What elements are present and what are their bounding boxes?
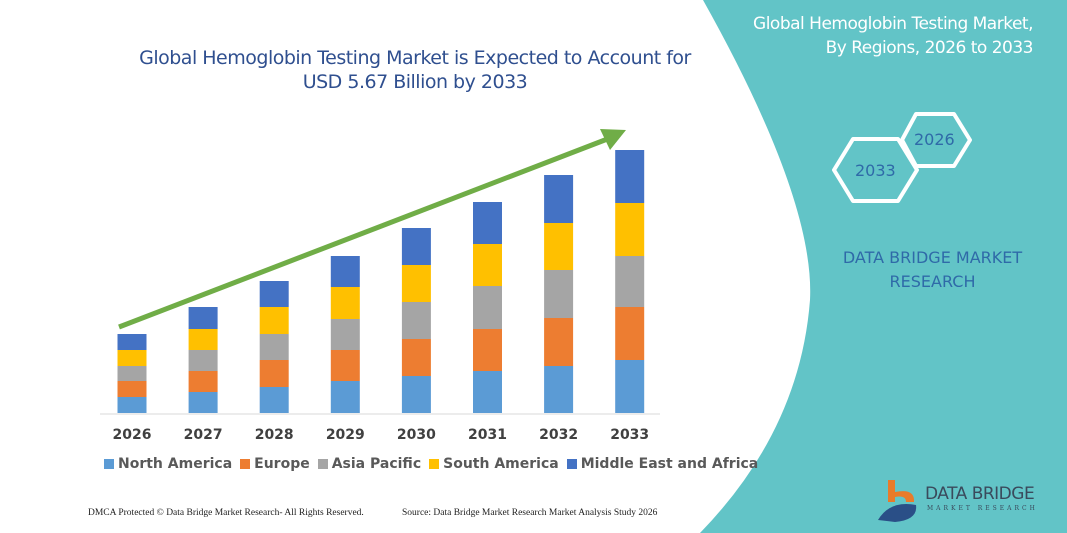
bar-2033-europe: [615, 307, 645, 360]
trend-arrow-head: [600, 129, 626, 150]
panel-title-line2: By Regions, 2026 to 2033: [825, 38, 1034, 58]
legend-swatch: [566, 459, 577, 469]
bar-2031-europe: [473, 329, 502, 371]
brand-text: DATA BRIDGE MARKET RESEARCH: [820, 246, 1045, 294]
bar-2026-middle-east-and-africa: [117, 334, 147, 350]
bar-2032-middle-east-and-africa: [544, 175, 574, 223]
bar-2032-europe: [544, 318, 574, 366]
bar-2028-south-america: [259, 307, 289, 334]
bar-2032-asia-pacific: [544, 270, 574, 318]
bar-2029-asia-pacific: [330, 319, 360, 350]
legend-swatch: [240, 459, 251, 469]
legend-swatch: [429, 459, 440, 469]
chart-title: Global Hemoglobin Testing Market is Expe…: [139, 47, 691, 93]
x-tick-label: 2032: [539, 427, 578, 443]
bar-2028-asia-pacific: [259, 334, 289, 360]
brand-line2: RESEARCH: [889, 272, 976, 291]
panel-title: Global Hemoglobin Testing Market, By Reg…: [753, 12, 1033, 60]
logo-icon: [878, 480, 917, 522]
plot-area: 2026 2027 2028 2029 2030 2031 2032 2033: [113, 150, 649, 443]
legend-item-asia-pacific: Asia Pacific: [317, 456, 422, 472]
bar-2027-middle-east-and-africa: [188, 307, 218, 329]
bar-2031-asia-pacific: [473, 286, 502, 329]
legend-label: North America: [118, 456, 233, 472]
bar-2032-north-america: [544, 366, 574, 413]
bar-2027-europe: [188, 371, 218, 392]
bar-2029-middle-east-and-africa: [330, 256, 360, 287]
bar-2026-south-america: [117, 350, 147, 366]
hex-start-year: 2026: [914, 130, 955, 149]
legend-item-south-america: South America: [429, 456, 559, 472]
x-tick-label: 2027: [184, 427, 223, 443]
bar-2027-north-america: [188, 392, 218, 413]
bar-2026-europe: [117, 381, 147, 397]
x-tick-label: 2030: [397, 427, 436, 443]
x-tick-label: 2029: [326, 427, 365, 443]
bar-2033-south-america: [615, 203, 645, 256]
legend-item-middle-east-africa: Middle East and Africa: [566, 456, 759, 472]
bar-2029-north-america: [330, 381, 360, 413]
hexagon-2033: [832, 137, 919, 203]
bar-2033-north-america: [615, 360, 645, 413]
bar-2027-asia-pacific: [188, 350, 218, 371]
bar-2030-asia-pacific: [401, 302, 431, 339]
bar-2031-south-america: [473, 244, 502, 286]
bar-2031-north-america: [473, 371, 502, 413]
bar-2026-asia-pacific: [117, 366, 147, 381]
logo-name: DATA BRIDGE: [925, 484, 1035, 504]
legend-swatch: [317, 459, 328, 469]
legend: North America Europe Asia Pacific South …: [104, 456, 758, 472]
bar-2027-south-america: [188, 329, 218, 350]
bar-2032-south-america: [544, 223, 574, 270]
x-tick-label: 2028: [255, 427, 294, 443]
logo-tagline: MARKET RESEARCH: [927, 505, 1038, 512]
legend-label: Europe: [254, 456, 310, 472]
legend-item-north-america: North America: [104, 456, 232, 472]
bar-2028-north-america: [259, 387, 289, 413]
x-tick-label: 2031: [468, 427, 507, 443]
hexagon-2026: [900, 112, 972, 168]
bar-2029-south-america: [330, 287, 360, 319]
teal-panel: [700, 0, 1067, 533]
bar-2031-middle-east-and-africa: [473, 202, 502, 244]
bar-2033-middle-east-and-africa: [615, 150, 645, 203]
bar-2030-south-america: [401, 265, 431, 302]
footer-copyright: DMCA Protected © Data Bridge Market Rese…: [88, 508, 364, 518]
x-tick-label: 2026: [113, 427, 152, 443]
bar-2030-europe: [401, 339, 431, 376]
bar-2030-middle-east-and-africa: [401, 228, 431, 265]
legend-label: South America: [443, 456, 559, 472]
legend-swatch: [104, 459, 114, 469]
legend-label: Asia Pacific: [331, 456, 422, 472]
x-tick-label: 2033: [610, 427, 649, 443]
panel-title-line1: Global Hemoglobin Testing Market,: [753, 14, 1033, 34]
bar-2028-europe: [259, 360, 289, 387]
legend-label: Middle East and Africa: [580, 456, 759, 472]
bar-2030-north-america: [401, 376, 431, 413]
trend-arrow: [118, 135, 611, 330]
bar-2028-middle-east-and-africa: [259, 281, 289, 307]
hex-end-year: 2033: [855, 161, 896, 180]
bar-2033-asia-pacific: [615, 256, 645, 307]
bar-2029-europe: [330, 350, 360, 381]
legend-item-europe: Europe: [240, 456, 310, 472]
brand-line1: DATA BRIDGE MARKET: [842, 248, 1023, 267]
footer-source: Source: Data Bridge Market Research Mark…: [402, 508, 658, 518]
bar-2026-north-america: [117, 397, 147, 413]
